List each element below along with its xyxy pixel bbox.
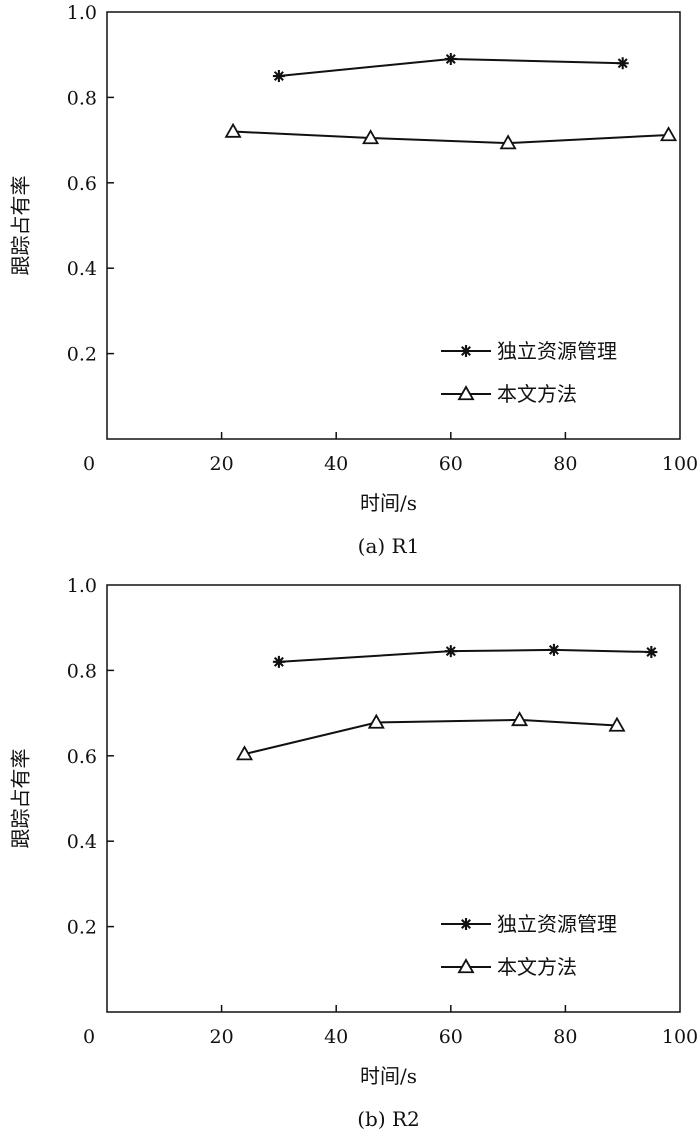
data-point-triangle — [362, 129, 380, 145]
x-tick-label: 60 — [439, 1026, 463, 1048]
y-axis-title: 跟踪占有率 — [9, 749, 33, 849]
data-point-triangle — [511, 711, 529, 727]
chart-caption: (b) R2 — [357, 1107, 420, 1131]
x-tick-label: 100 — [662, 1026, 698, 1048]
x-tick-label: 0 — [83, 1026, 95, 1048]
legend-label: 本文方法 — [497, 955, 577, 979]
x-tick-label: 40 — [324, 1026, 348, 1048]
data-point-triangle — [499, 134, 517, 150]
data-point-asterisk — [444, 52, 457, 65]
data-point-asterisk — [444, 645, 457, 658]
chart-panel-b: 0 20 40 60 80 100 0.2 0.4 0.6 0.8 1.0 时间/s 跟踪占有率 (b) … — [0, 573, 700, 1140]
series-line-0 — [278, 648, 652, 663]
y-tick-label: 1.0 — [67, 2, 97, 24]
y-tick-label: 0.2 — [67, 344, 97, 366]
x-tick-label: 20 — [210, 1026, 234, 1048]
y-tick-label: 0.8 — [67, 87, 97, 109]
data-point-triangle — [224, 122, 242, 138]
data-point-asterisk — [547, 643, 560, 656]
legend-asterisk-marker — [460, 345, 472, 357]
data-point-triangle — [608, 716, 626, 732]
data-point-triangle — [367, 713, 385, 729]
y-axis-title: 跟踪占有率 — [9, 176, 33, 276]
y-tick-label: 0.2 — [67, 917, 97, 939]
data-point-asterisk — [616, 57, 629, 70]
x-tick-label: 100 — [662, 453, 698, 475]
x-tick-label: 80 — [553, 1026, 577, 1048]
data-point-triangle — [659, 126, 678, 142]
data-point-asterisk — [272, 655, 285, 668]
y-tick-label: 0.4 — [67, 831, 97, 853]
data-point-asterisk — [645, 646, 658, 659]
legend-label: 独立资源管理 — [497, 912, 617, 936]
series-line-1 — [244, 718, 618, 756]
chart-panel-a: 0 20 40 60 80 100 0.2 0.4 0.6 0.8 1.0 时间/s 跟踪占有率 (a) … — [0, 0, 700, 567]
legend-label: 独立资源管理 — [497, 339, 617, 363]
y-tick-label: 0.8 — [67, 660, 97, 682]
chart-svg-b: 0 20 40 60 80 100 0.2 0.4 0.6 0.8 1.0 时间/s 跟踪占有率 (b) … — [9, 575, 699, 1131]
x-tick-label: 80 — [553, 453, 577, 475]
x-tick-label: 40 — [324, 453, 348, 475]
x-tick-label: 20 — [210, 453, 234, 475]
x-tick-label: 60 — [439, 453, 463, 475]
legend-asterisk-marker — [460, 918, 472, 930]
legend-triangle-marker — [457, 385, 475, 401]
chart-svg-a: 0 20 40 60 80 100 0.2 0.4 0.6 0.8 1.0 时间/s 跟踪占有率 (a) … — [9, 2, 699, 558]
data-point-asterisk — [272, 70, 285, 83]
y-tick-label: 0.4 — [67, 258, 97, 280]
legend-triangle-marker — [457, 958, 475, 974]
y-tick-label: 0.6 — [67, 173, 97, 195]
x-tick-label: 0 — [83, 453, 95, 475]
plot-frame — [106, 11, 681, 440]
y-tick-label: 0.6 — [67, 746, 97, 768]
y-tick-label: 1.0 — [67, 575, 97, 597]
x-axis-title: 时间/s — [360, 1064, 417, 1088]
x-axis-title: 时间/s — [360, 491, 417, 515]
legend-label: 本文方法 — [497, 382, 577, 406]
chart-caption: (a) R1 — [358, 534, 420, 558]
plot-frame — [106, 584, 681, 1013]
data-point-triangle — [235, 745, 254, 761]
series-line-1 — [233, 130, 669, 145]
